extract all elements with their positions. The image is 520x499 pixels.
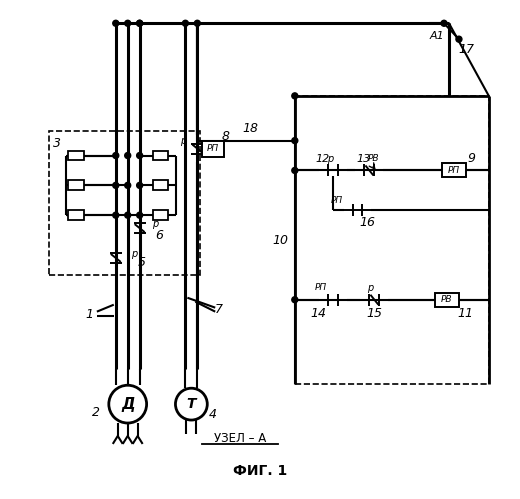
Text: РВ: РВ [368, 154, 379, 163]
Bar [68, 180, 84, 190]
Bar [435, 293, 459, 307]
Text: РП: РП [331, 196, 343, 205]
Circle shape [125, 20, 131, 26]
Circle shape [441, 20, 447, 26]
Circle shape [137, 182, 142, 188]
Text: РВ: РВ [441, 295, 453, 304]
Text: А1: А1 [430, 31, 445, 41]
Circle shape [292, 138, 298, 144]
Text: 8: 8 [221, 130, 229, 143]
Circle shape [113, 182, 119, 188]
Text: РП: РП [448, 166, 460, 175]
Text: Д: Д [121, 397, 135, 412]
Circle shape [125, 182, 131, 188]
Circle shape [292, 297, 298, 303]
Text: 5: 5 [138, 256, 146, 269]
Circle shape [113, 212, 119, 218]
Text: р: р [367, 283, 373, 293]
Circle shape [137, 153, 142, 159]
Circle shape [292, 168, 298, 174]
Text: р: р [328, 154, 334, 164]
Circle shape [456, 36, 462, 42]
Circle shape [113, 153, 119, 159]
Text: ФИГ. 1: ФИГ. 1 [233, 464, 287, 478]
Text: 11: 11 [457, 307, 473, 320]
Bar [442, 164, 466, 178]
Text: 3: 3 [53, 137, 61, 150]
Text: 13: 13 [356, 154, 371, 164]
Bar [202, 141, 224, 157]
Circle shape [125, 212, 131, 218]
Circle shape [137, 20, 142, 26]
Text: 2: 2 [92, 406, 100, 419]
Text: УЗЕЛ – А: УЗЕЛ – А [214, 433, 266, 446]
Text: 9: 9 [468, 152, 476, 165]
Text: р: р [180, 136, 187, 146]
Text: р: р [131, 249, 137, 259]
Text: 14: 14 [310, 307, 327, 320]
Text: 15: 15 [367, 307, 382, 320]
Bar [152, 151, 168, 161]
Text: 10: 10 [272, 234, 288, 247]
Text: 1: 1 [85, 308, 93, 321]
Circle shape [292, 93, 298, 99]
Text: 12: 12 [316, 154, 330, 164]
Bar [295, 96, 489, 384]
Circle shape [113, 20, 119, 26]
Text: 17: 17 [459, 42, 475, 55]
Text: РП: РП [315, 283, 327, 292]
Text: 4: 4 [209, 408, 217, 421]
Bar [49, 131, 200, 275]
Text: РП: РП [207, 144, 219, 153]
Text: 6: 6 [155, 229, 163, 242]
Text: р: р [152, 219, 159, 229]
Bar [68, 210, 84, 220]
Circle shape [194, 20, 200, 26]
Bar [152, 180, 168, 190]
Text: 18: 18 [242, 122, 258, 135]
Circle shape [137, 212, 142, 218]
Circle shape [183, 20, 188, 26]
Bar [152, 210, 168, 220]
Bar [68, 151, 84, 161]
Text: Т: Т [187, 397, 196, 411]
Text: 7: 7 [215, 303, 223, 316]
Circle shape [137, 20, 142, 26]
Text: 16: 16 [359, 216, 375, 229]
Circle shape [125, 153, 131, 159]
